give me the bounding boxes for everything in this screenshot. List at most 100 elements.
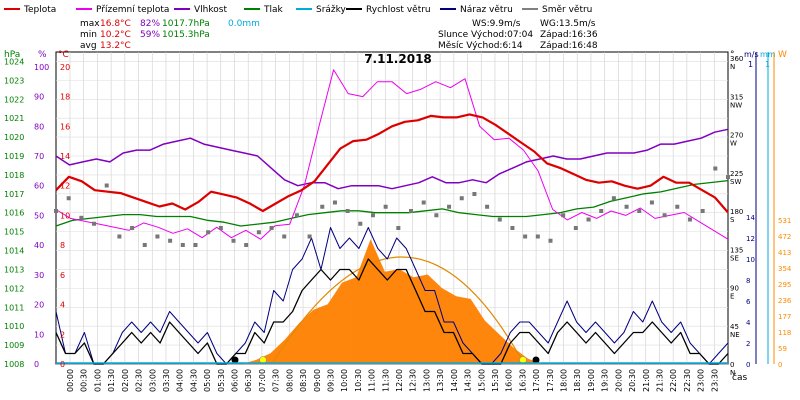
hpa-tick-label: 1020 — [4, 133, 24, 142]
dir-tick-label: 90 — [730, 285, 739, 293]
ms-tick-label: 0 — [746, 361, 750, 369]
w-tick-label: 472 — [778, 233, 791, 241]
temp-tick-label: 12 — [60, 182, 70, 191]
x-tick-label: 04:30 — [189, 369, 198, 392]
wind-dir-point — [345, 209, 350, 213]
dir-tick-label: 360 — [730, 55, 743, 63]
hpa-tick-label: 1021 — [4, 114, 24, 123]
wind-dir-point — [256, 230, 261, 235]
legend-label-naraz: Náraz větru — [460, 5, 513, 15]
wind-dir-point — [193, 243, 198, 247]
w-tick-label: 59 — [778, 345, 787, 353]
w-tick-label: 177 — [778, 313, 791, 321]
hpa-tick-label: 1008 — [4, 360, 24, 369]
wind-dir-point — [92, 221, 97, 226]
x-tick-label: 08:30 — [299, 369, 308, 392]
x-tick-label: 21:00 — [642, 369, 651, 392]
w-tick-label: 354 — [778, 265, 792, 273]
ms-tick-label: 4 — [746, 319, 751, 327]
wind-dir-point — [218, 226, 223, 230]
wind-dir-point — [599, 209, 604, 213]
chart-title: 7.11.2018 — [364, 52, 432, 66]
solar-area-layer — [56, 239, 728, 365]
wind-dir-point — [79, 215, 84, 220]
x-tick-label: 10:30 — [354, 369, 363, 392]
temp-tick-label: 14 — [60, 152, 70, 161]
ms-tick-label: 6 — [746, 298, 751, 306]
x-tick-label: 02:00 — [121, 369, 130, 392]
x-tick-label: 11:00 — [368, 369, 377, 392]
wind-dir-point — [472, 192, 477, 196]
wind-dir-point — [66, 196, 71, 201]
wind-dir-point — [713, 166, 718, 171]
x-tick-label: 20:00 — [614, 369, 623, 392]
dir-name-label: N — [730, 63, 735, 71]
w-tick-label: 531 — [778, 217, 791, 225]
hpa-tick-label: 1009 — [4, 341, 24, 350]
wind-dir-point — [269, 226, 274, 230]
info-block: WS:9.9m/s WG:13.5m/s Slunce Východ:07:04… — [438, 19, 598, 51]
series-line-vlhkost — [55, 128, 729, 190]
dir-tick-label: 180 — [730, 208, 743, 216]
dir-name-label: E — [730, 293, 734, 301]
wind-dir-point — [54, 209, 58, 213]
axis-title-dir: ° — [730, 50, 735, 60]
x-tick-label: 12:00 — [395, 369, 404, 392]
x-tick-label: 01:30 — [107, 369, 116, 392]
info-moon-rise: Měsíc Východ:6:14 — [438, 41, 523, 51]
ms-tick-label: 14 — [746, 214, 755, 222]
dir-name-label: N — [730, 369, 735, 377]
x-tick-label: 18:30 — [573, 369, 582, 392]
hpa-tick-label: 1010 — [4, 322, 24, 331]
wind-dir-point — [611, 196, 616, 201]
ms-tick-label: 12 — [746, 235, 755, 243]
wind-dir-point — [206, 230, 211, 235]
series-solar-area — [56, 239, 728, 364]
wind-dir-point — [409, 209, 414, 213]
hpa-tick-label: 1017 — [4, 190, 24, 199]
legend-label-tlak: Tlak — [263, 5, 284, 15]
x-tick-label: 12:30 — [409, 369, 418, 392]
info-sun-set: Západ:16:36 — [540, 30, 598, 40]
stat-max-rain: 0.0mm — [228, 19, 260, 29]
wind-dir-point — [535, 234, 540, 239]
x-tick-label: 16:00 — [505, 369, 514, 392]
x-tick-label: 03:30 — [162, 369, 171, 392]
wind-dir-point — [168, 238, 173, 243]
wind-dir-point — [294, 213, 299, 218]
temp-tick-label: 6 — [60, 271, 65, 280]
x-tick-label: 18:00 — [560, 369, 569, 392]
wind-dir-point — [370, 213, 375, 218]
dir-name-label: S — [730, 216, 735, 224]
dir-tick-label: 270 — [730, 132, 743, 140]
info-wg: WG:13.5m/s — [540, 19, 596, 29]
hpa-tick-label: 1019 — [4, 152, 24, 161]
wind-dir-point — [383, 204, 388, 209]
x-tick-label: 07:30 — [272, 369, 281, 392]
hpa-tick-label: 1022 — [4, 95, 24, 104]
wind-dir-point — [637, 209, 642, 213]
pct-tick-label: 90 — [34, 93, 44, 102]
x-tick-label: 23:00 — [697, 369, 706, 392]
dir-name-label: SE — [730, 254, 739, 262]
legend-label-rychlost: Rychlost větru — [366, 5, 431, 15]
series-line-rychlost-větru — [55, 258, 729, 365]
w-tick-label: 0 — [778, 361, 782, 369]
pct-tick-label: 100 — [34, 63, 49, 72]
grid — [56, 52, 728, 365]
x-tick-label: 08:00 — [285, 369, 294, 392]
wind-dir-point — [358, 221, 363, 226]
stats-block: max 16.8°C 82% 1017.7hPa 0.0mm min 10.2°… — [80, 19, 260, 51]
series-line-přízemní-teplota — [55, 69, 729, 240]
x-tick-label: 03:00 — [148, 369, 157, 392]
temp-tick-label: 4 — [60, 301, 65, 310]
wind-dir-point — [332, 200, 337, 205]
x-tick-label: 06:30 — [244, 369, 253, 392]
w-tick-label: 118 — [778, 329, 791, 337]
ms-tick-label: 2 — [746, 340, 750, 348]
x-tick-label: 15:30 — [491, 369, 500, 392]
dir-tick-label: 0 — [730, 361, 734, 369]
wind-dir-point — [396, 226, 401, 230]
temp-tick-label: 10 — [60, 211, 70, 220]
